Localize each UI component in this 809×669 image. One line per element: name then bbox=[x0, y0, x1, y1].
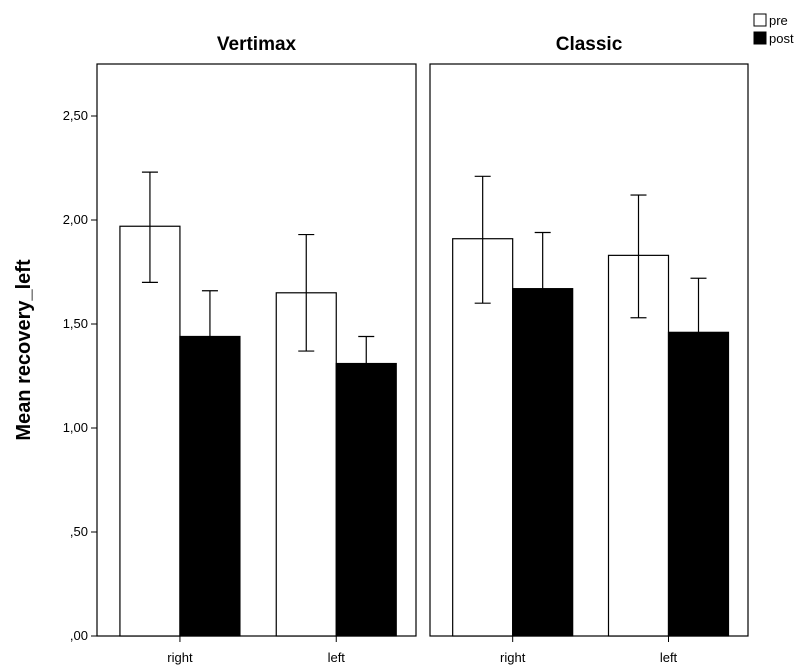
bar-post-right bbox=[179, 335, 241, 637]
y-tick-label: ,00 bbox=[70, 628, 88, 643]
y-tick-label: 1,00 bbox=[63, 420, 88, 435]
bar-pre-right bbox=[452, 238, 514, 637]
panel-vertimax: Vertimax right left bbox=[96, 34, 417, 665]
y-tick-label: 1,50 bbox=[63, 316, 88, 331]
panel-classic: Classic right left bbox=[429, 34, 749, 665]
chart-panels: Vertimax right left Classic right left bbox=[96, 34, 749, 665]
y-tick-label: ,50 bbox=[70, 524, 88, 539]
panel-title: Classic bbox=[556, 34, 623, 55]
x-tick-label: left bbox=[328, 650, 346, 665]
legend-swatch-pre bbox=[753, 13, 767, 27]
bar-pre-left bbox=[607, 254, 670, 637]
panel-title: Vertimax bbox=[217, 34, 297, 55]
bar-post-left bbox=[335, 362, 397, 637]
y-tick-label: 2,50 bbox=[63, 108, 88, 123]
legend-label-post: post bbox=[769, 31, 794, 46]
y-tick-label: 2,00 bbox=[63, 212, 88, 227]
legend-swatch-post bbox=[753, 31, 767, 45]
y-axis-title: Mean recovery_left bbox=[13, 259, 35, 441]
x-tick-label: right bbox=[167, 650, 193, 665]
panel-frame bbox=[96, 63, 417, 637]
y-axis: ,00 ,50 1,00 1,50 2,00 2,50 bbox=[63, 108, 97, 643]
x-tick-label: right bbox=[500, 650, 526, 665]
legend-label-pre: pre bbox=[769, 13, 788, 28]
legend: pre post bbox=[753, 13, 794, 46]
x-tick-label: left bbox=[660, 650, 678, 665]
panel-frame bbox=[429, 63, 749, 637]
bar-pre-right bbox=[119, 225, 181, 637]
